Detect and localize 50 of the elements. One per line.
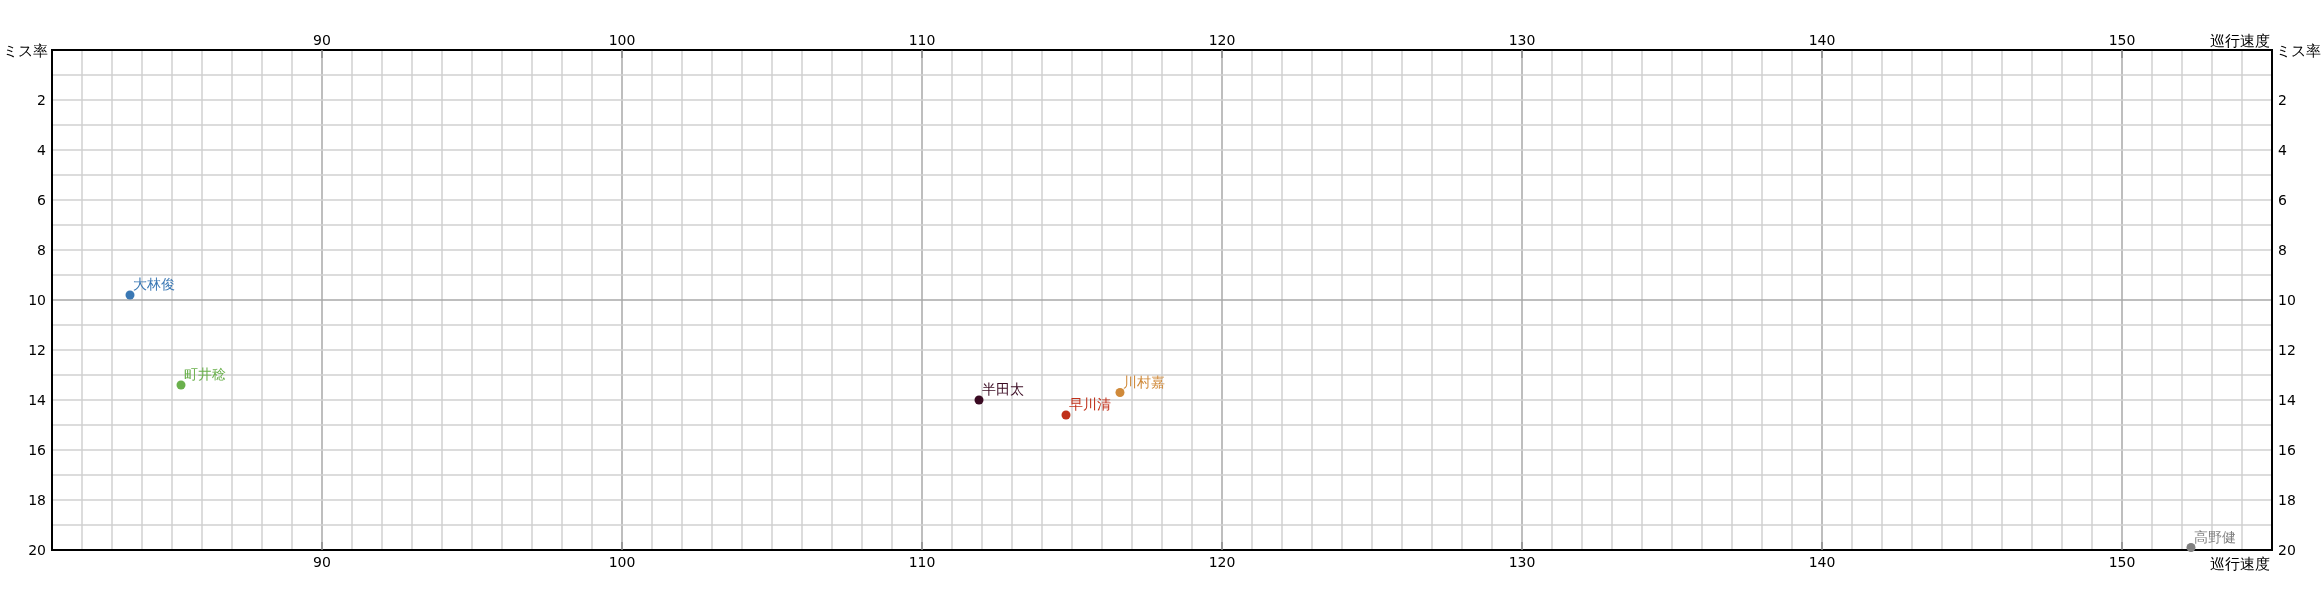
y2-axis-title: ミス率 bbox=[2276, 42, 2321, 60]
y-axis-title: ミス率 bbox=[3, 42, 48, 60]
x2-tick-label: 140 bbox=[1808, 554, 1836, 570]
x-tick-label: 90 bbox=[313, 32, 331, 48]
x-axis-title: 巡行速度 bbox=[2210, 555, 2270, 573]
series-label: 半田太 bbox=[982, 381, 1024, 397]
y2-tick-label: 16 bbox=[2278, 442, 2296, 458]
y-tick-label: 8 bbox=[37, 242, 46, 258]
x2-tick-label: 130 bbox=[1508, 554, 1536, 570]
y2-tick-label: 4 bbox=[2278, 142, 2287, 158]
y2-tick-label: 2 bbox=[2278, 92, 2287, 108]
point bbox=[176, 380, 186, 390]
y-tick-label: 4 bbox=[37, 142, 47, 158]
y2-tick-label: 8 bbox=[2278, 242, 2287, 258]
series-label: 町井稔 bbox=[184, 366, 226, 382]
x2-tick-label: 100 bbox=[608, 554, 636, 570]
series-label: 高野健 bbox=[2194, 528, 2236, 545]
y-tick-label: 6 bbox=[37, 192, 47, 208]
y-tick-label: 10 bbox=[28, 292, 46, 308]
x-tick-label: 130 bbox=[1508, 32, 1536, 48]
point bbox=[974, 395, 984, 405]
y-tick-label: 2 bbox=[37, 92, 46, 108]
y2-tick-label: 14 bbox=[2278, 392, 2296, 408]
series-label: 川村嘉 bbox=[1123, 373, 1165, 390]
y2-tick-label: 10 bbox=[2278, 292, 2296, 308]
series-label: 早川清 bbox=[1069, 396, 1111, 412]
y2-tick-label: 12 bbox=[2278, 342, 2296, 358]
x-tick-label: 150 bbox=[2108, 32, 2136, 48]
y-tick-label: 20 bbox=[28, 542, 46, 558]
y2-tick-label: 18 bbox=[2278, 492, 2296, 508]
x2-tick-label: 110 bbox=[908, 554, 936, 570]
x2-tick-label: 150 bbox=[2108, 554, 2136, 570]
y-tick-label: 16 bbox=[28, 442, 47, 458]
point bbox=[1115, 388, 1125, 397]
point bbox=[1061, 410, 1071, 420]
point bbox=[2186, 543, 2196, 552]
y2-tick-label: 20 bbox=[2278, 542, 2296, 558]
x2-tick-label: 120 bbox=[1208, 554, 1236, 570]
y-tick-label: 14 bbox=[28, 392, 47, 408]
series-label: 大林俊 bbox=[133, 276, 175, 292]
x-tick-label: 110 bbox=[908, 32, 936, 48]
y-tick-label: 18 bbox=[28, 492, 46, 508]
x-tick-label: 140 bbox=[1808, 32, 1836, 48]
x-tick-label: 120 bbox=[1208, 32, 1236, 48]
y2-tick-label: 6 bbox=[2278, 192, 2287, 208]
x-tick-label: 100 bbox=[608, 32, 636, 48]
point bbox=[125, 290, 135, 300]
x2-tick-label: 90 bbox=[313, 554, 331, 570]
y-tick-label: 12 bbox=[28, 342, 46, 358]
x2-axis-title: 巡行速度 bbox=[2210, 32, 2270, 50]
